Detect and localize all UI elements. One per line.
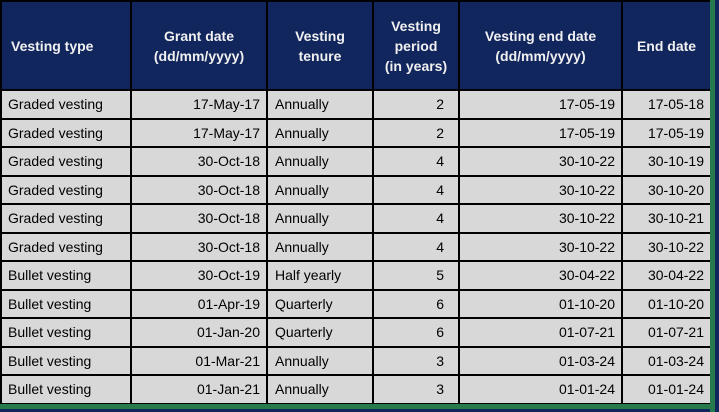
cell-vesting-end-date[interactable]: 01-07-21 — [458, 317, 623, 348]
cell-vesting-end-date[interactable]: 30-10-22 — [458, 203, 623, 234]
cell-vesting-period[interactable]: 6 — [372, 317, 460, 348]
cell-vesting-type[interactable]: Bullet vesting — [0, 374, 132, 405]
cell-vesting-end-date[interactable]: 30-10-22 — [458, 231, 623, 262]
cell-vesting-period[interactable]: 4 — [372, 231, 460, 262]
cell-end-date[interactable]: 30-10-21 — [621, 203, 712, 234]
cell-end-date[interactable]: 17-05-18 — [621, 89, 712, 120]
cell-vesting-tenure[interactable]: Annually — [266, 89, 374, 120]
table-row: Bullet vesting 30-Oct-19 Half yearly 5 3… — [0, 260, 712, 291]
column-header-end-date[interactable]: End date — [621, 0, 712, 91]
table-row: Bullet vesting 01-Jan-20 Quarterly 6 01-… — [0, 317, 712, 348]
cell-vesting-type[interactable]: Bullet vesting — [0, 345, 132, 376]
cell-grant-date[interactable]: 01-Apr-19 — [130, 288, 268, 319]
cell-end-date[interactable]: 01-10-20 — [621, 288, 712, 319]
cell-end-date[interactable]: 30-10-20 — [621, 174, 712, 205]
cell-grant-date[interactable]: 01-Jan-20 — [130, 317, 268, 348]
cell-vesting-period[interactable]: 4 — [372, 174, 460, 205]
cell-end-date[interactable]: 30-10-22 — [621, 231, 712, 262]
cell-end-date[interactable]: 01-03-24 — [621, 345, 712, 376]
cell-vesting-tenure[interactable]: Annually — [266, 345, 374, 376]
cell-vesting-tenure[interactable]: Annually — [266, 117, 374, 148]
cell-vesting-type[interactable]: Graded vesting — [0, 203, 132, 234]
cell-vesting-tenure[interactable]: Annually — [266, 203, 374, 234]
cell-vesting-period[interactable]: 2 — [372, 117, 460, 148]
cell-vesting-tenure[interactable]: Annually — [266, 374, 374, 405]
column-header-vesting-period[interactable]: Vesting period (in years) — [372, 0, 460, 91]
cell-end-date[interactable]: 01-07-21 — [621, 317, 712, 348]
cell-vesting-period[interactable]: 6 — [372, 288, 460, 319]
cell-vesting-period[interactable]: 4 — [372, 146, 460, 177]
cell-vesting-period[interactable]: 2 — [372, 89, 460, 120]
cell-vesting-type[interactable]: Bullet vesting — [0, 260, 132, 291]
cell-grant-date[interactable]: 30-Oct-18 — [130, 146, 268, 177]
cell-grant-date[interactable]: 30-Oct-19 — [130, 260, 268, 291]
cell-end-date[interactable]: 01-01-24 — [621, 374, 712, 405]
cell-vesting-tenure[interactable]: Quarterly — [266, 317, 374, 348]
vesting-schedule-table: Vesting type Grant date (dd/mm/yyyy) Ves… — [0, 0, 712, 405]
cell-vesting-end-date[interactable]: 30-04-22 — [458, 260, 623, 291]
cell-vesting-period[interactable]: 3 — [372, 345, 460, 376]
cell-grant-date[interactable]: 01-Mar-21 — [130, 345, 268, 376]
cell-vesting-end-date[interactable]: 30-10-22 — [458, 174, 623, 205]
cell-grant-date[interactable]: 30-Oct-18 — [130, 203, 268, 234]
cell-vesting-end-date[interactable]: 17-05-19 — [458, 89, 623, 120]
table-row: Bullet vesting 01-Jan-21 Annually 3 01-0… — [0, 374, 712, 405]
cell-vesting-period[interactable]: 3 — [372, 374, 460, 405]
cell-grant-date[interactable]: 17-May-17 — [130, 117, 268, 148]
column-header-vesting-type[interactable]: Vesting type — [0, 0, 132, 91]
cell-end-date[interactable]: 30-04-22 — [621, 260, 712, 291]
column-header-grant-date[interactable]: Grant date (dd/mm/yyyy) — [130, 0, 268, 91]
cell-vesting-tenure[interactable]: Quarterly — [266, 288, 374, 319]
cell-vesting-period[interactable]: 4 — [372, 203, 460, 234]
column-header-vesting-end-date[interactable]: Vesting end date (dd/mm/yyyy) — [458, 0, 623, 91]
cell-vesting-type[interactable]: Graded vesting — [0, 174, 132, 205]
cell-vesting-period[interactable]: 5 — [372, 260, 460, 291]
table-row: Graded vesting 30-Oct-18 Annually 4 30-1… — [0, 231, 712, 262]
cell-grant-date[interactable]: 17-May-17 — [130, 89, 268, 120]
cell-vesting-type[interactable]: Graded vesting — [0, 146, 132, 177]
cell-vesting-type[interactable]: Graded vesting — [0, 117, 132, 148]
table-row: Graded vesting 30-Oct-18 Annually 4 30-1… — [0, 203, 712, 234]
cell-grant-date[interactable]: 30-Oct-18 — [130, 174, 268, 205]
cell-vesting-tenure[interactable]: Annually — [266, 146, 374, 177]
cell-vesting-type[interactable]: Graded vesting — [0, 89, 132, 120]
cell-end-date[interactable]: 17-05-19 — [621, 117, 712, 148]
table-row: Graded vesting 17-May-17 Annually 2 17-0… — [0, 117, 712, 148]
cell-vesting-end-date[interactable]: 01-10-20 — [458, 288, 623, 319]
cell-vesting-type[interactable]: Graded vesting — [0, 231, 132, 262]
table-row: Bullet vesting 01-Mar-21 Annually 3 01-0… — [0, 345, 712, 376]
cell-vesting-end-date[interactable]: 17-05-19 — [458, 117, 623, 148]
header-row: Vesting type Grant date (dd/mm/yyyy) Ves… — [0, 0, 712, 91]
sheet-edge-horizontal-line — [0, 404, 715, 409]
table-row: Graded vesting 30-Oct-18 Annually 4 30-1… — [0, 146, 712, 177]
column-header-vesting-tenure[interactable]: Vesting tenure — [266, 0, 374, 91]
sheet-edge-vertical-line — [710, 0, 715, 412]
cell-vesting-end-date[interactable]: 30-10-22 — [458, 146, 623, 177]
cell-grant-date[interactable]: 01-Jan-21 — [130, 374, 268, 405]
table-row: Graded vesting 30-Oct-18 Annually 4 30-1… — [0, 174, 712, 205]
cell-end-date[interactable]: 30-10-19 — [621, 146, 712, 177]
cell-vesting-tenure[interactable]: Annually — [266, 231, 374, 262]
cell-vesting-tenure[interactable]: Annually — [266, 174, 374, 205]
cell-grant-date[interactable]: 30-Oct-18 — [130, 231, 268, 262]
table-row: Graded vesting 17-May-17 Annually 2 17-0… — [0, 89, 712, 120]
cell-vesting-end-date[interactable]: 01-01-24 — [458, 374, 623, 405]
cell-vesting-type[interactable]: Bullet vesting — [0, 288, 132, 319]
table-row: Bullet vesting 01-Apr-19 Quarterly 6 01-… — [0, 288, 712, 319]
cell-vesting-end-date[interactable]: 01-03-24 — [458, 345, 623, 376]
cell-vesting-type[interactable]: Bullet vesting — [0, 317, 132, 348]
cell-vesting-tenure[interactable]: Half yearly — [266, 260, 374, 291]
